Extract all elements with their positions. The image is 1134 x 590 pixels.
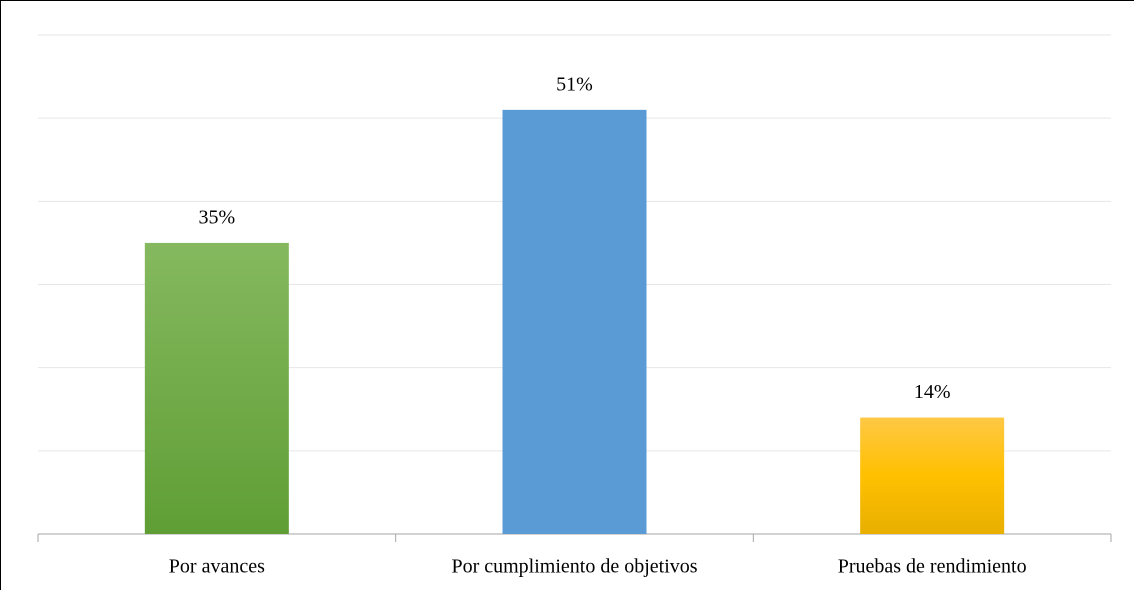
x-tick-label: Pruebas de rendimiento xyxy=(838,556,1027,578)
bar xyxy=(860,417,1005,534)
value-label: 14% xyxy=(914,381,951,403)
bar xyxy=(502,109,647,534)
x-tick-label: Por avances xyxy=(169,556,265,578)
bar xyxy=(144,242,289,534)
value-label: 35% xyxy=(198,207,235,229)
value-label: 51% xyxy=(556,73,593,95)
x-tick-label: Por cumplimiento de objetivos xyxy=(451,556,697,578)
